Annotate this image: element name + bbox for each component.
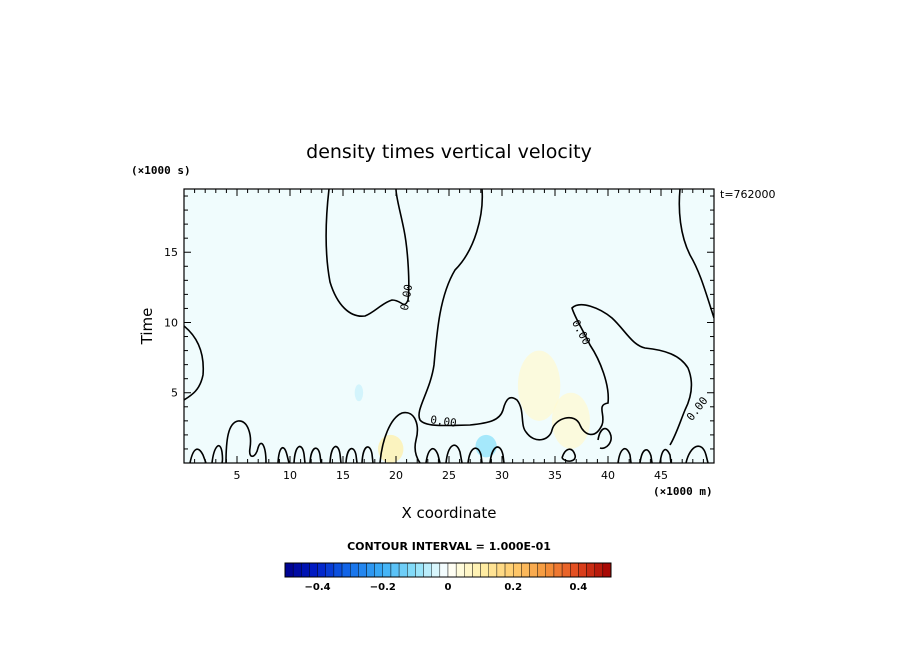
colorbar-cell bbox=[415, 562, 424, 578]
colorbar-tick-label: −0.4 bbox=[305, 582, 331, 593]
x-unit-label: (×1000 m) bbox=[653, 485, 713, 498]
colorbar-tick-label: −0.2 bbox=[370, 582, 396, 593]
field-background bbox=[184, 189, 714, 463]
colorbar-frame bbox=[284, 562, 612, 578]
colorbar-tick-label: 0 bbox=[445, 582, 452, 593]
colorbar-cell bbox=[374, 562, 383, 578]
negative-anomaly bbox=[354, 384, 364, 402]
colorbar-cell bbox=[309, 562, 318, 578]
colorbar-cell bbox=[488, 562, 498, 578]
contour-label: 0.00 bbox=[429, 413, 457, 430]
x-tick-label: 5 bbox=[234, 469, 241, 482]
time-label: t=762000 bbox=[720, 188, 776, 201]
colorbar-cell bbox=[382, 562, 392, 578]
y-axis-label: Time bbox=[138, 308, 156, 346]
contour-upper-tongue bbox=[325, 189, 410, 317]
colorbar-cell bbox=[553, 562, 563, 578]
positive-anomaly bbox=[517, 350, 561, 421]
colorbar-cell bbox=[472, 562, 481, 578]
colorbar-cell bbox=[292, 562, 302, 578]
y-tick-label: 10 bbox=[164, 316, 178, 329]
positive-anomaly bbox=[551, 392, 590, 449]
colorbar-cell bbox=[333, 562, 343, 578]
colorbar-cell bbox=[496, 562, 506, 578]
colorbar-cell bbox=[464, 562, 473, 578]
y-unit-label: (×1000 s) bbox=[131, 164, 191, 177]
x-tick-label: 40 bbox=[601, 469, 615, 482]
contour-interval-label: CONTOUR INTERVAL = 1.000E-01 bbox=[347, 540, 551, 553]
contour-right-edge bbox=[678, 189, 714, 319]
y-tick-label: 15 bbox=[164, 246, 178, 259]
colorbar-cell bbox=[358, 562, 367, 578]
contour-mid-region bbox=[418, 189, 693, 446]
colorbar-cell bbox=[423, 562, 432, 578]
colorbar-cell bbox=[545, 562, 555, 578]
colorbar-tick-label: 0.4 bbox=[570, 582, 588, 593]
contour-bottom-right bbox=[561, 427, 709, 463]
colorbar-labels: −0.4 −0.2 0 0.2 0.4 bbox=[305, 582, 588, 593]
colorbar-cell bbox=[284, 562, 294, 578]
x-tick-label: 10 bbox=[283, 469, 297, 482]
x-tick-label: 25 bbox=[442, 469, 456, 482]
y-tick-label: 5 bbox=[171, 387, 178, 400]
colorbar-cell bbox=[521, 562, 530, 578]
colorbar-cell bbox=[594, 562, 604, 578]
colorbar-cell bbox=[561, 562, 571, 578]
colorbar-cell bbox=[504, 562, 514, 578]
colorbar-cell bbox=[317, 562, 326, 578]
contour-left-edge bbox=[184, 325, 205, 401]
colorbar-cell bbox=[455, 562, 465, 578]
plot-area: 0.00 0.00 0.00 0.00 5 10 15 20 25 30 35 40 45510… bbox=[164, 188, 715, 482]
colorbar-cell bbox=[602, 562, 612, 578]
x-tick-label: 20 bbox=[389, 469, 403, 482]
contour-bottom-small bbox=[277, 445, 374, 463]
colorbar-cell bbox=[398, 562, 408, 578]
colorbar-cell bbox=[301, 562, 310, 578]
colorbar-cell bbox=[586, 562, 595, 578]
x-axis-label: X coordinate bbox=[401, 504, 496, 522]
contour-label: 0.00 bbox=[398, 283, 415, 311]
colorbar-cell bbox=[390, 562, 400, 578]
axis-ticks: 5 10 15 20 25 30 35 40 45 5 10 15 bbox=[164, 189, 714, 482]
negative-anomaly bbox=[475, 434, 497, 458]
contour-bottom-mid bbox=[379, 411, 505, 463]
chart-title: density times vertical velocity bbox=[306, 141, 592, 163]
colorbar-cell bbox=[513, 562, 522, 578]
x-tick-label: 35 bbox=[548, 469, 562, 482]
zero-contours bbox=[184, 189, 714, 463]
colorbar-cell bbox=[431, 562, 441, 578]
colorbar-cell bbox=[407, 562, 416, 578]
colorbar-cell bbox=[529, 562, 538, 578]
contour-bottom-left-2 bbox=[225, 420, 267, 463]
colorbar-cell bbox=[570, 562, 579, 578]
colorbar-cell bbox=[325, 562, 335, 578]
colorbar-cell bbox=[341, 562, 351, 578]
x-tick-label: 15 bbox=[336, 469, 350, 482]
colorbar-cell bbox=[447, 562, 457, 578]
colorbar-tick-label: 0.2 bbox=[504, 582, 522, 593]
x-tick-label: 30 bbox=[495, 469, 509, 482]
colorbar-cell bbox=[366, 562, 375, 578]
x-tick-label: 45 bbox=[654, 469, 668, 482]
colorbar-cell bbox=[439, 562, 449, 578]
colorbar-cell bbox=[480, 562, 489, 578]
colorbar-cell bbox=[578, 562, 587, 578]
colorbar-cell bbox=[537, 562, 547, 578]
colorbar bbox=[284, 562, 612, 578]
colorbar-cell bbox=[350, 562, 359, 578]
